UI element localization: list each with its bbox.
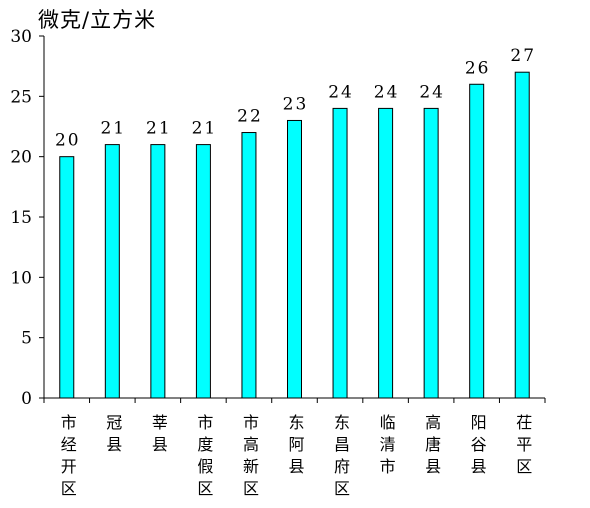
x-category-label: 府	[334, 457, 350, 476]
x-category-label: 县	[106, 435, 122, 454]
y-tick-label: 30	[10, 27, 32, 47]
data-label: 20	[55, 131, 81, 151]
y-tick-label: 10	[10, 268, 32, 288]
x-category-label: 昌	[334, 435, 350, 454]
x-category-label: 东	[288, 413, 304, 432]
data-label: 24	[419, 82, 445, 102]
x-category-label: 莘	[152, 413, 168, 432]
data-label: 21	[192, 119, 218, 139]
data-label: 24	[328, 82, 354, 102]
bar	[287, 119, 302, 399]
bar	[514, 71, 530, 399]
data-label: 27	[510, 46, 536, 66]
x-category-label: 区	[61, 479, 77, 498]
bar	[59, 156, 75, 399]
x-category-label: 区	[243, 479, 259, 498]
bar	[241, 132, 257, 399]
x-category-label: 县	[152, 435, 168, 454]
x-category-label: 度	[197, 435, 213, 454]
x-category-label: 市	[243, 413, 259, 432]
x-category-label: 区	[516, 457, 532, 476]
x-category-label: 县	[425, 457, 441, 476]
x-category-label: 高	[243, 435, 259, 454]
x-category-label: 区	[197, 479, 213, 498]
x-category-label: 新	[243, 457, 259, 476]
x-category-label: 东	[334, 413, 350, 432]
x-category-label: 平	[516, 435, 532, 454]
x-category-label: 谷	[471, 435, 487, 454]
x-axis	[43, 397, 546, 403]
x-category-label: 茌	[516, 413, 532, 432]
data-label: 21	[100, 119, 126, 139]
y-tick-label: 0	[21, 389, 32, 409]
x-category-label: 高	[425, 413, 441, 432]
bar	[104, 144, 120, 399]
x-category-label: 假	[197, 457, 213, 476]
x-category-label: 冠	[106, 413, 122, 432]
x-category-label: 清	[380, 435, 396, 454]
y-tick-label: 20	[10, 148, 32, 168]
y-axis-unit-label: 微克/立方米	[38, 8, 156, 32]
bar	[195, 144, 211, 399]
bar	[150, 144, 166, 399]
x-category-label: 县	[288, 457, 304, 476]
data-label: 26	[465, 58, 491, 78]
x-category-label: 经	[61, 435, 77, 454]
data-label: 24	[374, 82, 400, 102]
bar	[378, 107, 394, 399]
data-label: 23	[283, 94, 309, 114]
y-tick-label: 5	[21, 329, 32, 349]
x-category-label: 阿	[288, 435, 304, 454]
x-category-label: 开	[61, 457, 77, 476]
data-label: 22	[237, 107, 263, 127]
x-category-label: 区	[334, 479, 350, 498]
bar	[423, 107, 439, 399]
x-category-label: 县	[471, 457, 487, 476]
x-category-label: 市	[380, 457, 396, 476]
y-tick-label: 25	[10, 87, 32, 107]
x-category-label: 市	[61, 413, 77, 432]
data-labels: 20 21 21 21 22 23 24 24 24 26 27	[55, 46, 536, 151]
bar	[469, 83, 485, 399]
x-category-label: 阳	[471, 413, 487, 432]
bar	[332, 107, 348, 399]
y-tick-label: 15	[10, 208, 32, 228]
y-axis: 0 5 10 15 20 25 30	[10, 27, 45, 409]
bars	[59, 71, 530, 399]
x-category-label: 临	[380, 413, 396, 432]
x-category-label: 市	[197, 413, 213, 432]
x-category-label: 唐	[425, 435, 441, 454]
data-label: 21	[146, 119, 172, 139]
